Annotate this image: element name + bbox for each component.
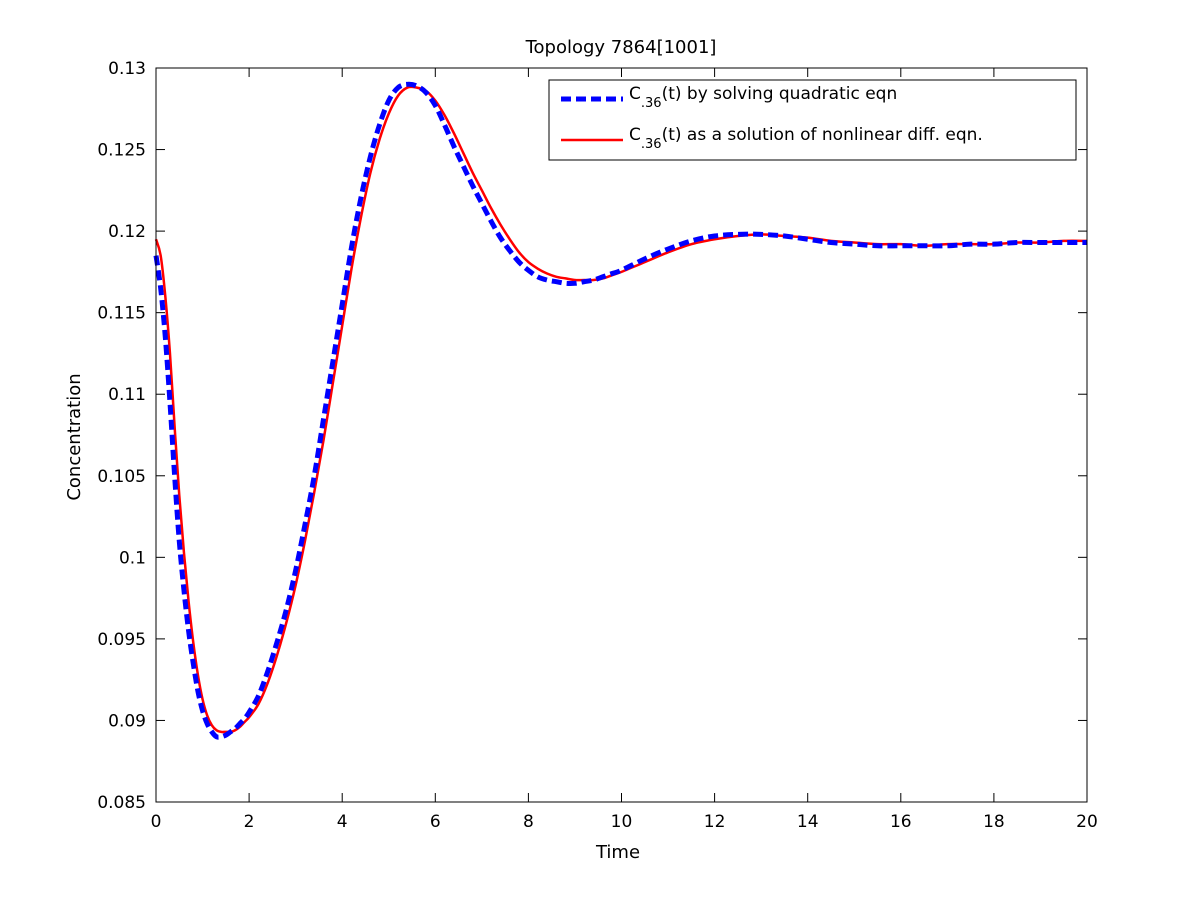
x-tick-label: 6 <box>430 812 441 832</box>
legend-box <box>548 79 1077 161</box>
x-tick-label: 12 <box>704 812 726 832</box>
chart-title: Topology 7864[1001] <box>525 37 717 58</box>
series-layer <box>153 81 1088 740</box>
y-tick-label: 0.115 <box>97 304 146 324</box>
x-tick-label: 10 <box>611 812 633 832</box>
legend-label-quadratic-c: C <box>629 84 641 104</box>
x-axis-label: Time <box>595 842 640 863</box>
y-tick-label: 0.13 <box>108 59 146 79</box>
y-tick-label: 0.125 <box>97 141 146 161</box>
plot-area <box>156 68 1087 802</box>
legend-label-quadratic-sub: .36 <box>641 96 662 111</box>
legend-label-quadratic-rest: (t) by solving quadratic eqn <box>662 84 898 104</box>
y-tick-label: 0.095 <box>97 630 146 650</box>
legend-label-nonlinear-sub: .36 <box>641 137 662 152</box>
x-tick-label: 14 <box>797 812 819 832</box>
x-tick-label: 20 <box>1076 812 1098 832</box>
x-tick-label: 18 <box>983 812 1005 832</box>
legend-label-nonlinear-rest: (t) as a solution of nonlinear diff. eqn… <box>662 125 983 145</box>
ticks-layer: 0 2 4 6 8 10 12 14 16 18 20 0.085 0.09 0.095 0.1 0.105 0… <box>97 59 1097 832</box>
x-tick-label: 8 <box>523 812 534 832</box>
y-tick-label: 0.1 <box>119 548 146 568</box>
y-axis-label: Concentration <box>64 373 85 500</box>
y-tick-label: 0.11 <box>108 385 146 405</box>
legend-label-nonlinear-c: C <box>629 125 641 145</box>
x-tick-label: 4 <box>337 812 348 832</box>
x-tick-label: 2 <box>244 812 255 832</box>
series-line-quadratic <box>153 81 1087 740</box>
x-tick-label: 0 <box>151 812 162 832</box>
legend: C.36(t) by solving quadratic eqn C.36(t)… <box>548 79 1077 161</box>
x-tick-label: 16 <box>890 812 912 832</box>
y-tick-label: 0.09 <box>108 711 146 731</box>
legend-label-nonlinear: C.36(t) as a solution of nonlinear diff.… <box>629 125 983 152</box>
y-tick-label: 0.12 <box>108 222 146 242</box>
legend-label-quadratic: C.36(t) by solving quadratic eqn <box>629 84 897 111</box>
y-tick-label: 0.085 <box>97 793 146 813</box>
y-tick-label: 0.105 <box>97 467 146 487</box>
